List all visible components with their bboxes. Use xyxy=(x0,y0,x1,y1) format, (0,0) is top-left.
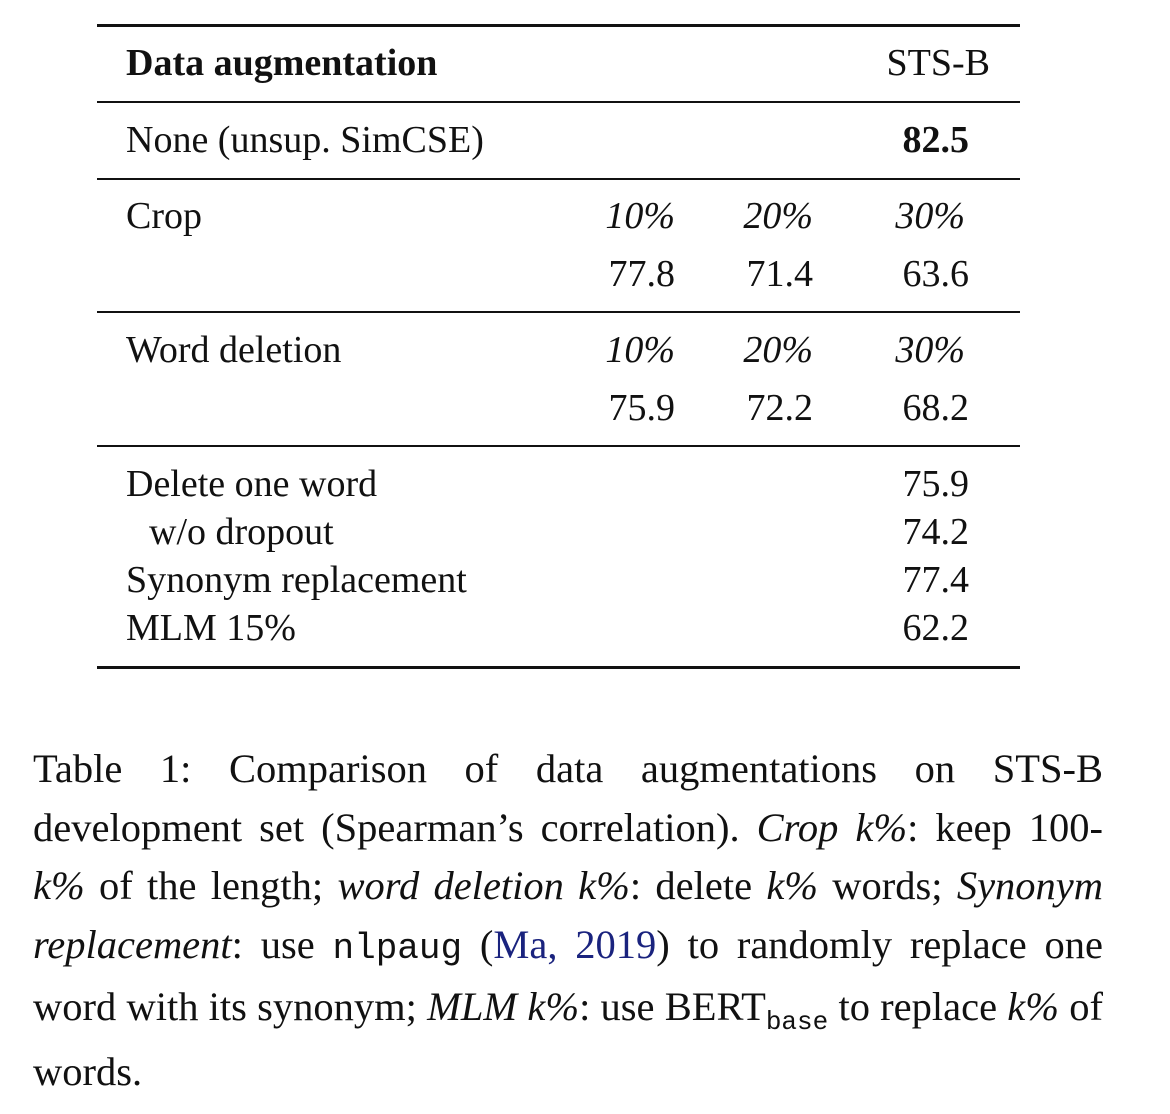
row-synonym-replacement-label: Synonym replacement xyxy=(126,559,467,601)
caption-text: : use BERT xyxy=(579,984,766,1029)
caption-text: : use xyxy=(231,921,333,967)
table-top-rule xyxy=(97,24,1020,27)
word-deletion-value-2: 72.2 xyxy=(746,387,814,429)
word-deletion-rate-2: 20% xyxy=(743,329,813,371)
caption-subscript: base xyxy=(765,1007,829,1037)
row-mlm-value: 62.2 xyxy=(902,607,970,649)
row-crop-label: Crop xyxy=(126,195,202,237)
caption-text: words; xyxy=(818,863,957,908)
row-delete-one-word-label: Delete one word xyxy=(126,463,378,505)
citation-link[interactable]: Ma, 2019 xyxy=(493,921,657,967)
caption-italic: MLM k% xyxy=(427,984,580,1029)
crop-value-1: 77.8 xyxy=(608,253,676,295)
row-wo-dropout-label: w/o dropout xyxy=(149,511,334,553)
header-data-augmentation: Data augmentation xyxy=(126,42,438,84)
header-rule xyxy=(97,101,1020,103)
caption-italic: k% xyxy=(1007,984,1060,1029)
table-caption: Table 1: Comparison of data augmentation… xyxy=(33,740,1103,1101)
crop-value-3: 63.6 xyxy=(902,253,970,295)
crop-value-2: 71.4 xyxy=(746,253,814,295)
table-bottom-rule xyxy=(97,666,1020,669)
caption-text: of words. xyxy=(33,984,1103,1094)
caption-text: ) to randomly replace one word with its … xyxy=(33,921,1103,1030)
caption-italic: k% xyxy=(33,863,85,908)
crop-rate-1: 10% xyxy=(605,195,675,237)
crop-rate-2: 20% xyxy=(743,195,813,237)
row-none-value: 82.5 xyxy=(902,119,970,161)
caption-text: to replace xyxy=(828,984,1008,1029)
caption-text: : keep 100- xyxy=(907,804,1103,850)
crop-rate-3: 30% xyxy=(895,195,965,237)
caption-text: Table 1: Comparison of data augmentation… xyxy=(33,746,1103,850)
caption-text: : delete xyxy=(629,863,767,908)
row-delete-one-word-value: 75.9 xyxy=(902,463,970,505)
caption-text: of the length; xyxy=(84,863,338,908)
word-deletion-value-1: 75.9 xyxy=(608,387,676,429)
caption-italic: Crop k% xyxy=(756,804,908,850)
caption-text: ( xyxy=(462,921,494,967)
word-deletion-value-3: 68.2 xyxy=(902,387,970,429)
word-deletion-rate-3: 30% xyxy=(895,329,965,371)
header-sts-b: STS-B xyxy=(886,42,990,84)
section-rule xyxy=(97,311,1020,313)
augmentation-table: Data augmentation STS-B None (unsup. Sim… xyxy=(97,0,1020,680)
section-rule xyxy=(97,445,1020,447)
caption-italic: k% xyxy=(766,863,819,908)
word-deletion-rate-1: 10% xyxy=(605,329,675,371)
caption-italic: Synonym replacement xyxy=(33,863,1104,967)
row-word-deletion-label: Word deletion xyxy=(126,329,342,371)
row-wo-dropout-value: 74.2 xyxy=(902,511,970,553)
caption-italic: word deletion k% xyxy=(337,863,630,908)
row-none-label: None (unsup. SimCSE) xyxy=(126,119,484,161)
caption-code: nlpaug xyxy=(332,927,463,969)
section-rule xyxy=(97,178,1020,180)
row-synonym-replacement-value: 77.4 xyxy=(902,559,970,601)
row-mlm-label: MLM 15% xyxy=(126,607,296,649)
